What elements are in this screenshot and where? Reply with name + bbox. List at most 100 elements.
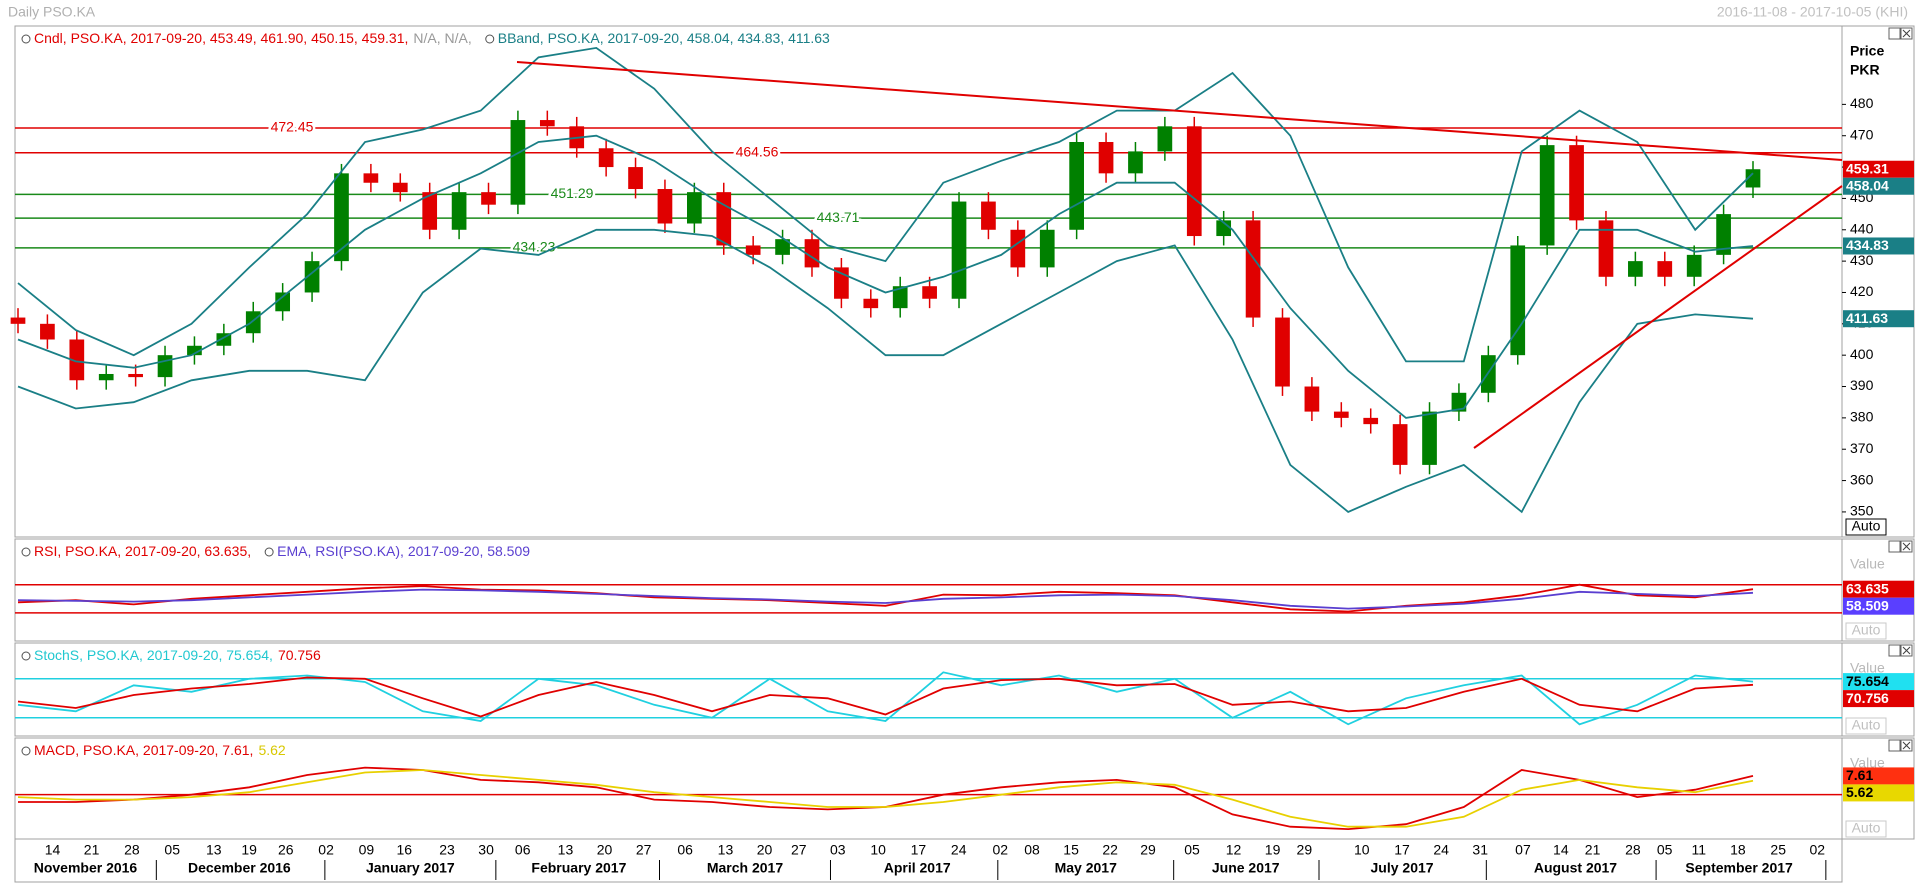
- maximize-button[interactable]: [1888, 644, 1901, 657]
- auto-label: Auto: [1852, 820, 1881, 836]
- x-month-label: June 2017: [1212, 860, 1280, 876]
- value-tag: [1843, 580, 1914, 598]
- x-day-label: 06: [677, 842, 693, 858]
- x-day-label: 19: [1265, 842, 1281, 858]
- candle-body: [539, 120, 555, 127]
- x-day-label: 03: [830, 842, 846, 858]
- candle-body: [1216, 220, 1232, 237]
- x-day-label: 21: [84, 842, 100, 858]
- candle-body: [951, 201, 967, 299]
- candle-body: [1539, 145, 1555, 246]
- x-day-label: 27: [636, 842, 652, 858]
- price-axis-frame: [1841, 25, 1915, 538]
- indicator-line: [17, 588, 1754, 610]
- candle-body: [510, 120, 526, 205]
- window-title: Daily PSO.KA: [8, 4, 96, 20]
- x-day-label: 14: [45, 842, 61, 858]
- x-day-label: 11: [1692, 842, 1707, 858]
- x-axis-frame: [14, 838, 1843, 883]
- x-day-label: 08: [1024, 842, 1040, 858]
- x-day-label: 05: [164, 842, 180, 858]
- auto-button[interactable]: [1845, 717, 1887, 735]
- y-tick-label: 370: [1850, 440, 1874, 456]
- y-tick-label: 440: [1850, 220, 1874, 236]
- candle-body: [1628, 261, 1643, 277]
- y-tick-label: 420: [1850, 283, 1874, 299]
- indicator-line: [17, 769, 1754, 828]
- legend-icon[interactable]: [21, 746, 31, 756]
- value-tag-label: 58.509: [1846, 597, 1889, 613]
- candle-body: [687, 192, 702, 224]
- axis-title: PKR: [1850, 62, 1880, 78]
- x-day-label: 05: [1184, 842, 1200, 858]
- legend-part: N/A, N/A,: [413, 30, 471, 46]
- legend-part: 70.756: [278, 647, 321, 663]
- candle-body: [1569, 145, 1584, 221]
- x-day-label: 31: [1472, 842, 1488, 858]
- x-day-label: 22: [1102, 842, 1118, 858]
- auto-button[interactable]: [1845, 518, 1887, 536]
- candle-body: [40, 323, 55, 340]
- x-day-label: 24: [1433, 842, 1449, 858]
- indicator-line: [17, 228, 1754, 514]
- x-month-label: December 2016: [188, 860, 291, 876]
- value-tag-label: 63.635: [1846, 580, 1889, 596]
- candle-body: [98, 373, 114, 381]
- legend-icon[interactable]: [21, 651, 31, 661]
- legend-icon[interactable]: [21, 547, 31, 557]
- legend-part: Cndl, PSO.KA, 2017-09-20, 453.49, 461.90…: [34, 30, 408, 46]
- candle-body: [1039, 229, 1055, 268]
- candle-body: [363, 173, 379, 183]
- y-tick-label: 390: [1850, 377, 1874, 393]
- legend-text: EMA, RSI(PSO.KA), 2017-09-20, 58.509: [277, 543, 530, 559]
- candle-body: [628, 167, 643, 190]
- candle-body: [481, 192, 496, 205]
- x-month-label: March 2017: [707, 860, 783, 876]
- y-tick-label: 430: [1850, 252, 1874, 268]
- maximize-button[interactable]: [1888, 540, 1901, 553]
- legend-text: Cndl, PSO.KA, 2017-09-20, 453.49, 461.90…: [34, 30, 472, 46]
- x-day-label: 13: [718, 842, 734, 858]
- auto-button[interactable]: [1845, 622, 1887, 640]
- auto-button[interactable]: [1845, 820, 1887, 838]
- legend-icon[interactable]: [21, 34, 31, 44]
- x-day-label: 17: [1394, 842, 1410, 858]
- x-day-label: 15: [1063, 842, 1079, 858]
- candle-body: [1333, 411, 1349, 418]
- candle-body: [1598, 220, 1614, 277]
- candle-body: [392, 182, 408, 193]
- x-day-label: 17: [911, 842, 927, 858]
- indicator-line: [17, 671, 1754, 726]
- x-day-label: 28: [124, 842, 140, 858]
- candle-body: [334, 173, 349, 262]
- candle-body: [892, 286, 908, 309]
- value-tag: [1843, 237, 1914, 255]
- legend-icon[interactable]: [485, 34, 495, 44]
- legend-text: RSI, PSO.KA, 2017-09-20, 63.635,: [34, 543, 251, 559]
- x-month-label: July 2017: [1371, 860, 1434, 876]
- value-tag-label: 5.62: [1846, 784, 1873, 800]
- indicator-line: [17, 46, 1754, 363]
- candle-body: [10, 317, 26, 324]
- y-tick-label: 400: [1850, 346, 1874, 362]
- value-tag-label: 458.04: [1846, 177, 1889, 193]
- legend-icon[interactable]: [264, 547, 274, 557]
- legend-part: MACD, PSO.KA, 2017-09-20, 7.61,: [34, 742, 253, 758]
- candle-body: [745, 245, 761, 255]
- candle-body: [775, 239, 790, 255]
- candle-body: [1510, 245, 1526, 356]
- maximize-button[interactable]: [1888, 739, 1901, 752]
- x-month-label: May 2017: [1055, 860, 1117, 876]
- x-month-label: November 2016: [34, 860, 138, 876]
- legend-part: 5.62: [258, 742, 285, 758]
- close-icon: [1902, 542, 1911, 551]
- x-day-label: 05: [1657, 842, 1673, 858]
- candle-body: [157, 355, 173, 378]
- maximize-button[interactable]: [1888, 27, 1901, 40]
- level-label: 451.29: [551, 185, 594, 201]
- x-month-label: February 2017: [531, 860, 626, 876]
- axis-title: Value: [1850, 755, 1885, 771]
- x-day-label: 02: [318, 842, 334, 858]
- x-day-label: 27: [791, 842, 807, 858]
- x-day-label: 13: [206, 842, 222, 858]
